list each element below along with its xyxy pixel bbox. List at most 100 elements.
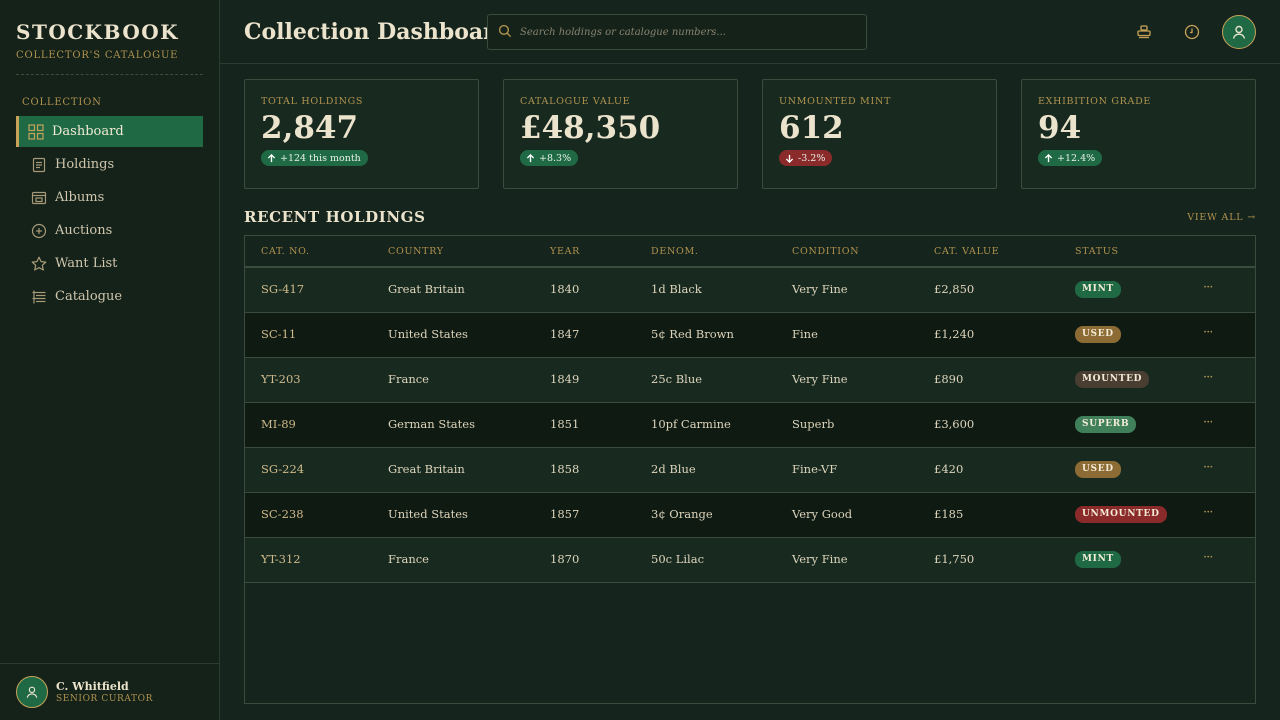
sidebar-item-label: Catalogue [55, 289, 123, 304]
table-row[interactable]: SG-417 Great Britain 1840 1d Black Very Fine… [245, 268, 1255, 313]
cell-year: 1847 [550, 327, 580, 341]
stat-delta: +124 this month [280, 152, 361, 164]
cell-cat-value: £3,600 [934, 417, 975, 431]
cell-cat-value: £185 [934, 507, 964, 521]
sidebar-item-holdings[interactable]: Holdings [16, 149, 203, 180]
search-input[interactable] [520, 26, 840, 38]
holdings-table: CAT. NO. COUNTRY YEAR DENOM. CONDITION C… [244, 235, 1256, 704]
arrow-up-icon [267, 153, 276, 162]
brand-title: STOCKBOOK [16, 20, 180, 44]
cell-cat-value: £420 [934, 462, 964, 476]
cell-cat-value: £2,850 [934, 282, 975, 296]
catalogue-list-icon [29, 287, 49, 307]
table-row[interactable]: SC-11 United States 1847 5¢ Red Brown Fine £1… [245, 313, 1255, 358]
cell-year: 1851 [550, 417, 580, 431]
cell-condition: Very Fine [792, 282, 848, 296]
view-all-link[interactable]: VIEW ALL → [1187, 212, 1256, 223]
cell-condition: Fine-VF [792, 462, 838, 476]
more-options-icon[interactable]: ··· [1203, 505, 1213, 520]
sidebar-item-albums[interactable]: Albums [16, 182, 203, 213]
sidebar-item-label: Want List [55, 256, 118, 271]
status-badge: MOUNTED [1075, 371, 1150, 388]
stat-delta: +12.4% [1057, 152, 1096, 164]
sidebar: STOCKBOOK COLLECTOR'S CATALOGUE COLLECTI… [0, 0, 220, 720]
cell-country: Great Britain [388, 282, 465, 296]
status-badge: MINT [1075, 551, 1121, 568]
arrow-down-icon [785, 154, 794, 163]
user-profile[interactable]: C. Whitfield SENIOR CURATOR [0, 663, 219, 720]
search-box[interactable] [487, 14, 867, 50]
user-name: C. Whitfield [56, 680, 129, 693]
stat-value: £48,350 [520, 110, 661, 146]
sidebar-item-label: Holdings [55, 157, 115, 172]
table-row[interactable]: SC-238 United States 1857 3¢ Orange Very Goo… [245, 493, 1255, 538]
stat-cards: TOTAL HOLDINGS 2,847 +124 this month CAT… [244, 79, 1256, 189]
stat-delta-badge: +8.3% [520, 150, 579, 166]
cell-year: 1870 [550, 552, 580, 566]
sidebar-item-auctions[interactable]: Auctions [16, 215, 203, 246]
sidebar-item-catalogue[interactable]: Catalogue [16, 281, 203, 312]
cell-denom: 25c Blue [651, 372, 703, 386]
more-options-icon[interactable]: ··· [1203, 415, 1213, 430]
brand-subtitle: COLLECTOR'S CATALOGUE [16, 50, 179, 61]
stat-card-total-holdings: TOTAL HOLDINGS 2,847 +124 this month [244, 79, 479, 189]
cell-denom: 2d Blue [651, 462, 696, 476]
stat-delta-badge: -3.2% [779, 150, 833, 166]
more-options-icon[interactable]: ··· [1203, 460, 1213, 475]
status-badge: USED [1075, 461, 1121, 478]
table-row[interactable]: YT-203 France 1849 25c Blue Very Fine £890 MOU… [245, 358, 1255, 403]
column-header-status[interactable]: STATUS [1075, 246, 1119, 257]
clock-icon[interactable] [1182, 22, 1202, 42]
column-header-cat-value[interactable]: CAT. VALUE [934, 246, 1000, 257]
column-header-condition[interactable]: CONDITION [792, 246, 860, 257]
stat-value: 94 [1038, 110, 1082, 146]
search-icon [498, 23, 512, 42]
cell-year: 1840 [550, 282, 580, 296]
more-options-icon[interactable]: ··· [1203, 280, 1213, 295]
more-options-icon[interactable]: ··· [1203, 370, 1213, 385]
nav-section-label: COLLECTION [22, 97, 102, 108]
stat-delta: +8.3% [539, 152, 572, 164]
stat-label: TOTAL HOLDINGS [261, 96, 364, 107]
cell-year: 1849 [550, 372, 580, 386]
more-options-icon[interactable]: ··· [1203, 325, 1213, 340]
brand: STOCKBOOK COLLECTOR'S CATALOGUE [0, 0, 219, 61]
stat-card-exhibition-grade: EXHIBITION GRADE 94 +12.4% [1021, 79, 1256, 189]
cell-cat-value: £1,240 [934, 327, 975, 341]
table-row[interactable]: SG-224 Great Britain 1858 2d Blue Fine-VF £42… [245, 448, 1255, 493]
stat-label: UNMOUNTED MINT [779, 96, 891, 107]
cell-cat-no: YT-312 [261, 552, 301, 566]
stamp-icon[interactable] [1134, 22, 1154, 42]
cell-country: United States [388, 327, 468, 341]
cell-condition: Very Fine [792, 372, 848, 386]
sidebar-nav: Dashboard Holdings Albums Auctions Want … [0, 116, 219, 312]
cell-cat-no: YT-203 [261, 372, 301, 386]
cell-cat-value: £1,750 [934, 552, 975, 566]
status-badge: MINT [1075, 281, 1121, 298]
column-header-cat-no[interactable]: CAT. NO. [261, 246, 310, 257]
more-options-icon[interactable]: ··· [1203, 550, 1213, 565]
cell-condition: Very Good [792, 507, 853, 521]
plus-circle-icon [29, 221, 49, 241]
sidebar-item-want-list[interactable]: Want List [16, 248, 203, 279]
column-header-year[interactable]: YEAR [550, 246, 581, 257]
stat-delta: -3.2% [798, 152, 826, 164]
sidebar-item-label: Auctions [55, 223, 113, 238]
table-row[interactable]: MI-89 German States 1851 10pf Carmine Superb… [245, 403, 1255, 448]
page-title: Collection Dashboard [244, 18, 511, 45]
cell-country: Great Britain [388, 462, 465, 476]
table-row[interactable]: YT-312 France 1870 50c Lilac Very Fine £1,750… [245, 538, 1255, 583]
cell-cat-no: SC-238 [261, 507, 304, 521]
user-avatar-icon[interactable] [1222, 15, 1256, 49]
star-icon [29, 254, 49, 274]
brand-divider [16, 74, 203, 75]
section-title: RECENT HOLDINGS [244, 208, 426, 226]
column-header-country[interactable]: COUNTRY [388, 246, 444, 257]
stat-value: 612 [779, 110, 844, 146]
cell-condition: Very Fine [792, 552, 848, 566]
column-header-denom[interactable]: DENOM. [651, 246, 699, 257]
sidebar-item-dashboard[interactable]: Dashboard [16, 116, 203, 147]
cell-denom: 1d Black [651, 282, 702, 296]
document-icon [29, 155, 49, 175]
arrow-up-icon [1044, 153, 1053, 162]
